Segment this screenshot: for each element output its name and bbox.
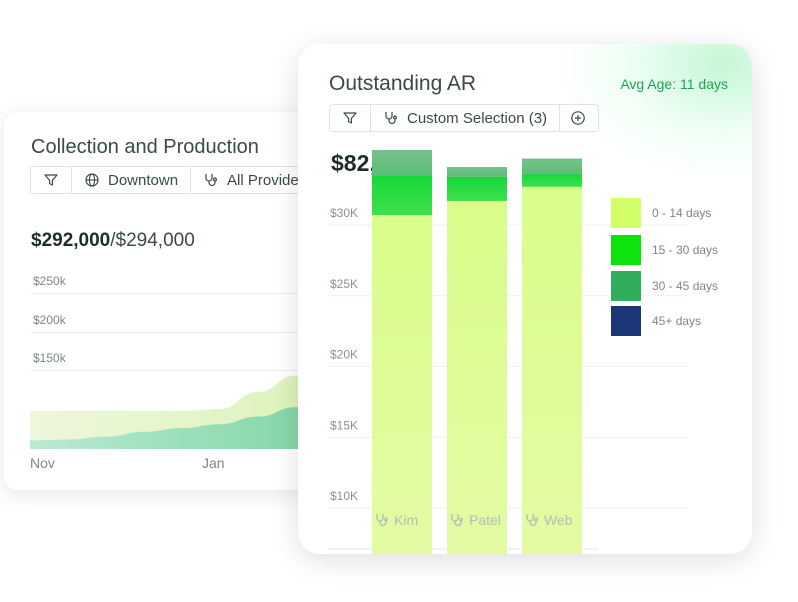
card-title: Outstanding AR: [329, 72, 477, 95]
legend-label: 45+ days: [652, 314, 702, 328]
bar-label: Web: [524, 512, 573, 528]
legend-label: 15 - 30 days: [652, 243, 719, 257]
legend-swatch: [611, 306, 641, 336]
filter-button[interactable]: [31, 167, 72, 193]
add-filter-button[interactable]: [560, 105, 596, 131]
bar-label: Patel: [449, 512, 501, 528]
bar-label-text: Patel: [469, 512, 501, 528]
bar-label-text: Web: [544, 512, 573, 528]
card-title: Collection and Production: [31, 136, 259, 158]
y-tick: $150k: [33, 351, 66, 365]
legend-swatch: [611, 235, 641, 265]
bar-segment-web-3[interactable]: [522, 158, 582, 175]
x-tick: Nov: [30, 455, 55, 471]
location-filter-label: Downtown: [108, 171, 179, 189]
legend-label: 0 - 14 days: [652, 206, 712, 220]
stethoscope-icon: [383, 110, 399, 126]
legend-item: 45+ days: [611, 306, 701, 336]
bar-segment-kim-3[interactable]: [372, 150, 432, 176]
plus-circle-icon: [570, 110, 586, 126]
bar-segment-patel-1[interactable]: [447, 200, 507, 554]
filter-bar: Downtown All Providers: [30, 166, 334, 194]
legend-label: 30 - 45 days: [652, 279, 719, 293]
filter-icon: [43, 172, 59, 188]
filter-bar: Custom Selection (3): [329, 104, 599, 132]
collection-area-chart: [30, 368, 334, 449]
outstanding-ar-card: Outstanding AR Avg Age: 11 days Custom S…: [298, 44, 752, 554]
stethoscope-icon: [526, 514, 539, 527]
y-tick-label: $10K: [330, 489, 358, 503]
bar-segment-kim-1[interactable]: [372, 215, 432, 554]
gridline: [31, 293, 331, 294]
provider-filter[interactable]: All Providers: [191, 167, 323, 193]
y-tick-label: $25K: [330, 277, 358, 291]
filter-button[interactable]: [330, 105, 371, 131]
location-filter[interactable]: Downtown: [72, 167, 192, 193]
provider-filter-label: All Providers: [227, 171, 312, 189]
bar-label: Kim: [374, 512, 418, 528]
globe-icon: [84, 172, 100, 188]
legend-item: 30 - 45 days: [611, 271, 718, 301]
bar-segment-kim-2[interactable]: [372, 175, 432, 216]
y-tick: $200k: [33, 313, 66, 327]
bar-label-text: Kim: [394, 512, 419, 528]
collected-value: $292,000: [31, 230, 111, 251]
y-tick-label: $30K: [330, 206, 358, 220]
y-tick-label: $20K: [330, 348, 358, 362]
collection-production-card: Collection and Production Downtown All P…: [4, 112, 334, 490]
legend-swatch: [611, 198, 641, 228]
stethoscope-icon: [376, 514, 389, 527]
bar-segment-patel-2[interactable]: [447, 176, 507, 201]
y-tick-label: $15K: [330, 418, 358, 432]
stethoscope-icon: [203, 172, 219, 188]
gridline: [31, 332, 331, 333]
y-tick: $250k: [33, 274, 66, 288]
legend-swatch: [611, 271, 641, 301]
bar-segment-web-2[interactable]: [522, 174, 582, 187]
ar-stacked-bar-chart: $30K $25K $20K $15K $10K: [328, 150, 688, 554]
bar-segment-patel-3[interactable]: [447, 166, 507, 177]
target-value: /$294,000: [110, 230, 195, 251]
provider-selection-filter[interactable]: Custom Selection (3): [371, 105, 561, 131]
provider-selection-label: Custom Selection (3): [407, 109, 548, 127]
filter-icon: [342, 110, 358, 126]
avg-age-badge: Avg Age: 11 days: [620, 76, 728, 92]
legend-item: 15 - 30 days: [611, 235, 718, 265]
bar-segment-web-1[interactable]: [522, 186, 582, 554]
collection-amount: $292,000/$294,000: [31, 230, 195, 252]
stethoscope-icon: [451, 514, 464, 527]
legend-item: 0 - 14 days: [611, 198, 711, 228]
gridline: [31, 370, 331, 371]
x-tick: Jan: [202, 455, 225, 471]
collection-area: [30, 401, 334, 449]
